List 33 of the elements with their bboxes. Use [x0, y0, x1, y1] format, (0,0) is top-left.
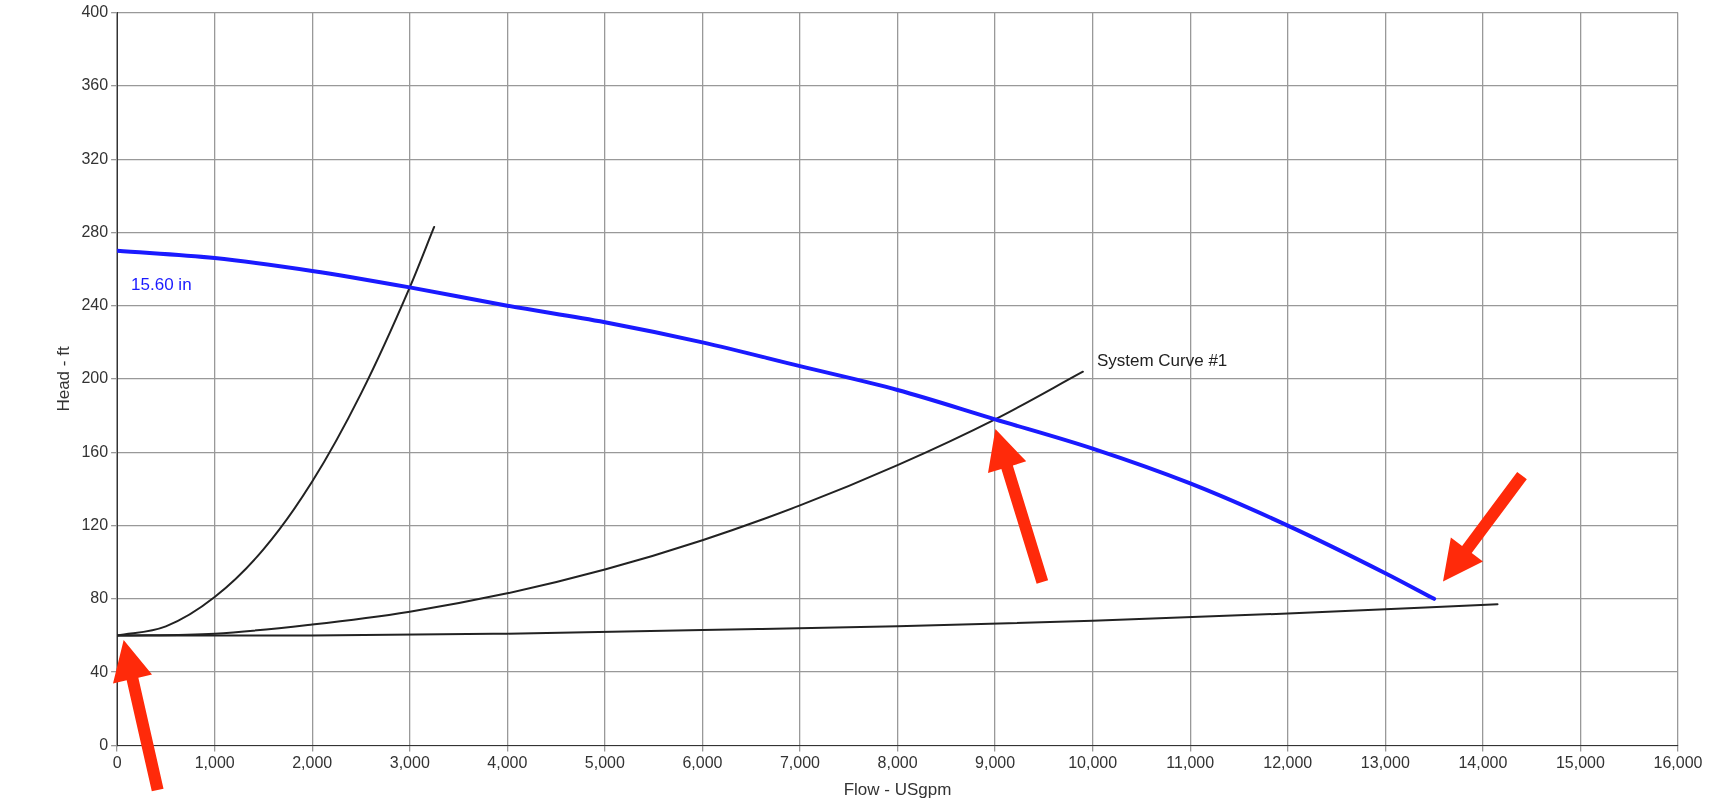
x-tick-label: 5,000: [584, 754, 625, 772]
y-tick-label: 200: [81, 369, 109, 387]
series-label: 15.60 in: [131, 274, 192, 294]
x-axis-title: Flow - USgpm: [843, 780, 952, 800]
y-tick-label: 280: [81, 222, 109, 240]
x-tick-label: 2,000: [292, 754, 333, 772]
x-tick-label: 10,000: [1068, 754, 1118, 772]
x-tick-label: 14,000: [1458, 754, 1508, 772]
x-tick-label: 16,000: [1653, 754, 1703, 772]
x-tick-label: 15,000: [1555, 754, 1606, 772]
x-tick-label: 9,000: [975, 754, 1016, 772]
series-label: System Curve #1: [1096, 350, 1228, 370]
y-tick-label: 360: [81, 76, 109, 94]
x-tick-label: 6,000: [682, 754, 723, 772]
x-tick-label: 4,000: [487, 754, 528, 772]
x-tick-label: 13,000: [1360, 754, 1410, 772]
x-tick-label: 11,000: [1166, 754, 1215, 772]
y-tick-label: 80: [90, 589, 109, 607]
x-tick-label: 8,000: [877, 754, 918, 772]
y-tick-label: 320: [81, 149, 109, 167]
y-tick-label: 400: [81, 3, 109, 21]
x-tick-label: 7,000: [779, 754, 821, 772]
y-tick-label: 240: [81, 296, 109, 314]
y-tick-label: 160: [81, 442, 109, 460]
x-tick-label: 12,000: [1263, 754, 1313, 772]
y-axis-title: Head - ft: [53, 346, 73, 412]
line-series: [117, 248, 1437, 601]
x-tick-label: 0: [112, 754, 122, 772]
y-tick-label: 120: [81, 515, 109, 533]
x-tick-label: 3,000: [389, 754, 430, 772]
x-tick-label: 1,000: [194, 754, 235, 772]
y-tick-label: 0: [99, 735, 109, 753]
y-tick-label: 40: [90, 662, 109, 680]
